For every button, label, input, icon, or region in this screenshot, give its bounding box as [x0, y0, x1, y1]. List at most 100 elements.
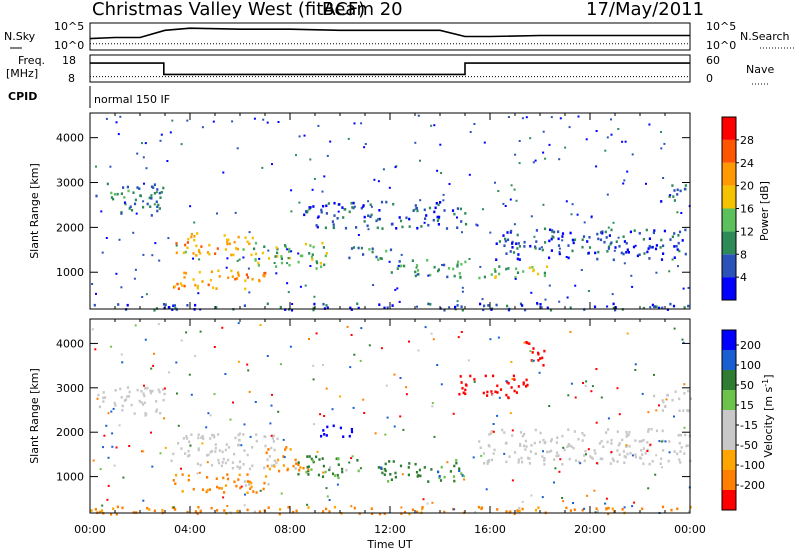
heat-cell [308, 455, 311, 458]
heat-cell [490, 430, 493, 433]
heat-cell [384, 469, 387, 473]
heat-cell [591, 385, 594, 388]
heat-cell [356, 459, 359, 462]
heat-cell [601, 457, 604, 461]
heat-cell [280, 363, 282, 366]
heat-cell [516, 257, 519, 261]
heat-cell [246, 473, 249, 476]
heat-cell [332, 424, 335, 428]
heat-cell [492, 423, 495, 425]
heat-cell [648, 237, 651, 240]
heat-cell [122, 186, 125, 189]
heat-cell [322, 302, 325, 306]
heat-cell [440, 172, 443, 174]
heat-cell [150, 431, 152, 434]
heat-cell [615, 240, 618, 243]
heat-cell [110, 345, 113, 348]
heat-cell [407, 466, 410, 469]
heat-cell [513, 451, 517, 454]
heat-cell [190, 433, 193, 436]
heat-cell [360, 246, 363, 250]
heat-cell [112, 407, 115, 410]
heat-cell [155, 191, 158, 194]
heat-cell [537, 506, 540, 509]
heat-cell [159, 196, 162, 199]
heat-cell [182, 251, 185, 255]
heat-cell [509, 198, 512, 201]
heat-cell [307, 465, 310, 468]
heat-cell [206, 251, 210, 254]
heat-cell [489, 338, 492, 341]
heat-cell [236, 277, 239, 280]
heat-cell [422, 498, 425, 501]
heat-cell [456, 300, 459, 303]
heat-cell [194, 354, 197, 357]
heat-cell [153, 352, 155, 355]
heat-cell [142, 205, 145, 209]
heat-cell [209, 437, 212, 440]
heat-cell [647, 411, 650, 414]
heat-cell [214, 443, 217, 446]
heat-cell [394, 288, 397, 291]
heat-cell [426, 502, 429, 505]
heat-cell [623, 506, 626, 509]
heat-cell [655, 409, 658, 412]
heat-cell [197, 506, 200, 509]
heat-cell [186, 510, 189, 514]
heat-cell [278, 512, 281, 516]
heat-cell [255, 433, 258, 436]
heat-cell [662, 252, 665, 255]
heat-cell [456, 216, 458, 219]
figure-title: Christmas Valley West (fitACF) [92, 0, 365, 20]
heat-cell [523, 245, 526, 248]
heat-cell [622, 235, 625, 238]
heat-cell [298, 135, 301, 138]
heat-cell [385, 200, 388, 204]
heat-cell [106, 182, 109, 186]
heat-cell [236, 259, 239, 262]
heat-cell [511, 429, 514, 432]
heat-cell [507, 396, 510, 399]
heat-cell [561, 434, 564, 438]
heat-cell [231, 120, 234, 123]
heat-cell [638, 440, 641, 443]
heat-cell [266, 302, 269, 306]
heat-cell [233, 452, 236, 456]
heat-cell [617, 128, 620, 130]
heat-cell [291, 303, 294, 305]
heat-cell [650, 427, 653, 431]
heat-cell [105, 424, 108, 427]
heat-cell [452, 267, 455, 271]
heat-cell [263, 481, 266, 485]
heat-cell [357, 469, 360, 473]
heat-cell [221, 450, 224, 454]
heat-cell [415, 264, 419, 267]
heat-cell [172, 506, 175, 509]
heat-cell [476, 224, 479, 227]
freq-label-1: Freq. [18, 54, 45, 67]
heat-cell [583, 454, 586, 457]
heat-cell [597, 237, 600, 241]
heat-cell [588, 236, 591, 239]
heat-cell [438, 475, 441, 478]
heat-cell [329, 466, 332, 469]
heat-cell [391, 304, 394, 307]
heat-cell [561, 239, 564, 242]
heat-cell [218, 275, 221, 278]
heat-cell [384, 433, 387, 436]
heat-cell [230, 269, 233, 273]
heat-cell [99, 468, 102, 471]
heat-cell [518, 140, 521, 142]
heat-cell [567, 443, 570, 446]
heat-cell [175, 361, 178, 364]
heat-cell [292, 464, 295, 468]
heat-cell [452, 475, 456, 478]
heat-cell [216, 509, 219, 512]
heat-cell [323, 263, 326, 267]
heat-cell [167, 237, 170, 240]
heat-cell [271, 163, 273, 166]
heat-cell [217, 458, 220, 462]
heat-cell [481, 298, 484, 301]
heat-cell [673, 327, 676, 330]
heat-cell [556, 436, 559, 439]
